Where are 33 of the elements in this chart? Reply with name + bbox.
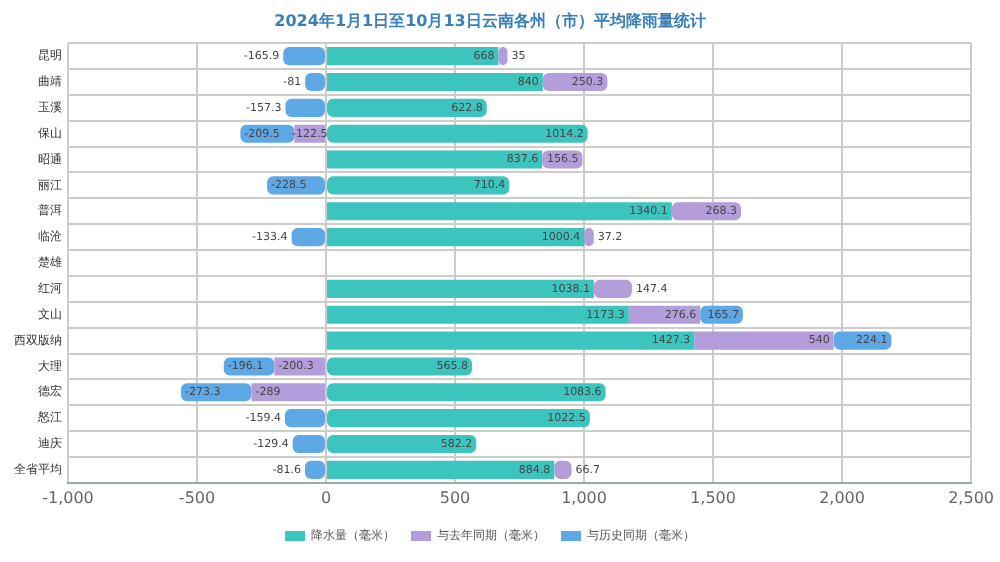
bar xyxy=(593,279,632,298)
x-tick-label: 1,500 xyxy=(690,488,736,507)
bar xyxy=(327,331,695,350)
x-tick-label: -500 xyxy=(178,488,216,507)
bar xyxy=(327,47,499,66)
bar xyxy=(327,98,487,117)
bar xyxy=(327,124,588,143)
x-tick-label: 500 xyxy=(439,488,471,507)
bar xyxy=(327,72,543,92)
bar xyxy=(327,150,543,169)
bar xyxy=(327,228,585,247)
x-tick-label: 2,000 xyxy=(819,488,865,507)
bar xyxy=(285,98,326,117)
bar xyxy=(327,202,672,221)
bar xyxy=(327,357,473,376)
bar xyxy=(327,279,594,298)
bar xyxy=(283,47,326,66)
bar xyxy=(327,434,477,454)
x-tick-label: 2,500 xyxy=(948,488,994,507)
chart-title: 2024年1月1日至10月13日云南各州（市）平均降雨量统计 xyxy=(274,9,706,30)
bar xyxy=(327,460,555,479)
x-tick-label: 1,000 xyxy=(561,488,607,507)
bar xyxy=(251,383,326,402)
bar xyxy=(327,409,590,428)
bar xyxy=(292,434,326,454)
bar xyxy=(327,305,629,324)
bar xyxy=(284,409,326,428)
x-tick-label: 0 xyxy=(320,488,332,507)
x-tick-label: -1,000 xyxy=(42,488,94,507)
bar xyxy=(327,383,606,402)
bar xyxy=(327,176,510,195)
bar xyxy=(291,228,326,247)
bar xyxy=(694,331,834,350)
